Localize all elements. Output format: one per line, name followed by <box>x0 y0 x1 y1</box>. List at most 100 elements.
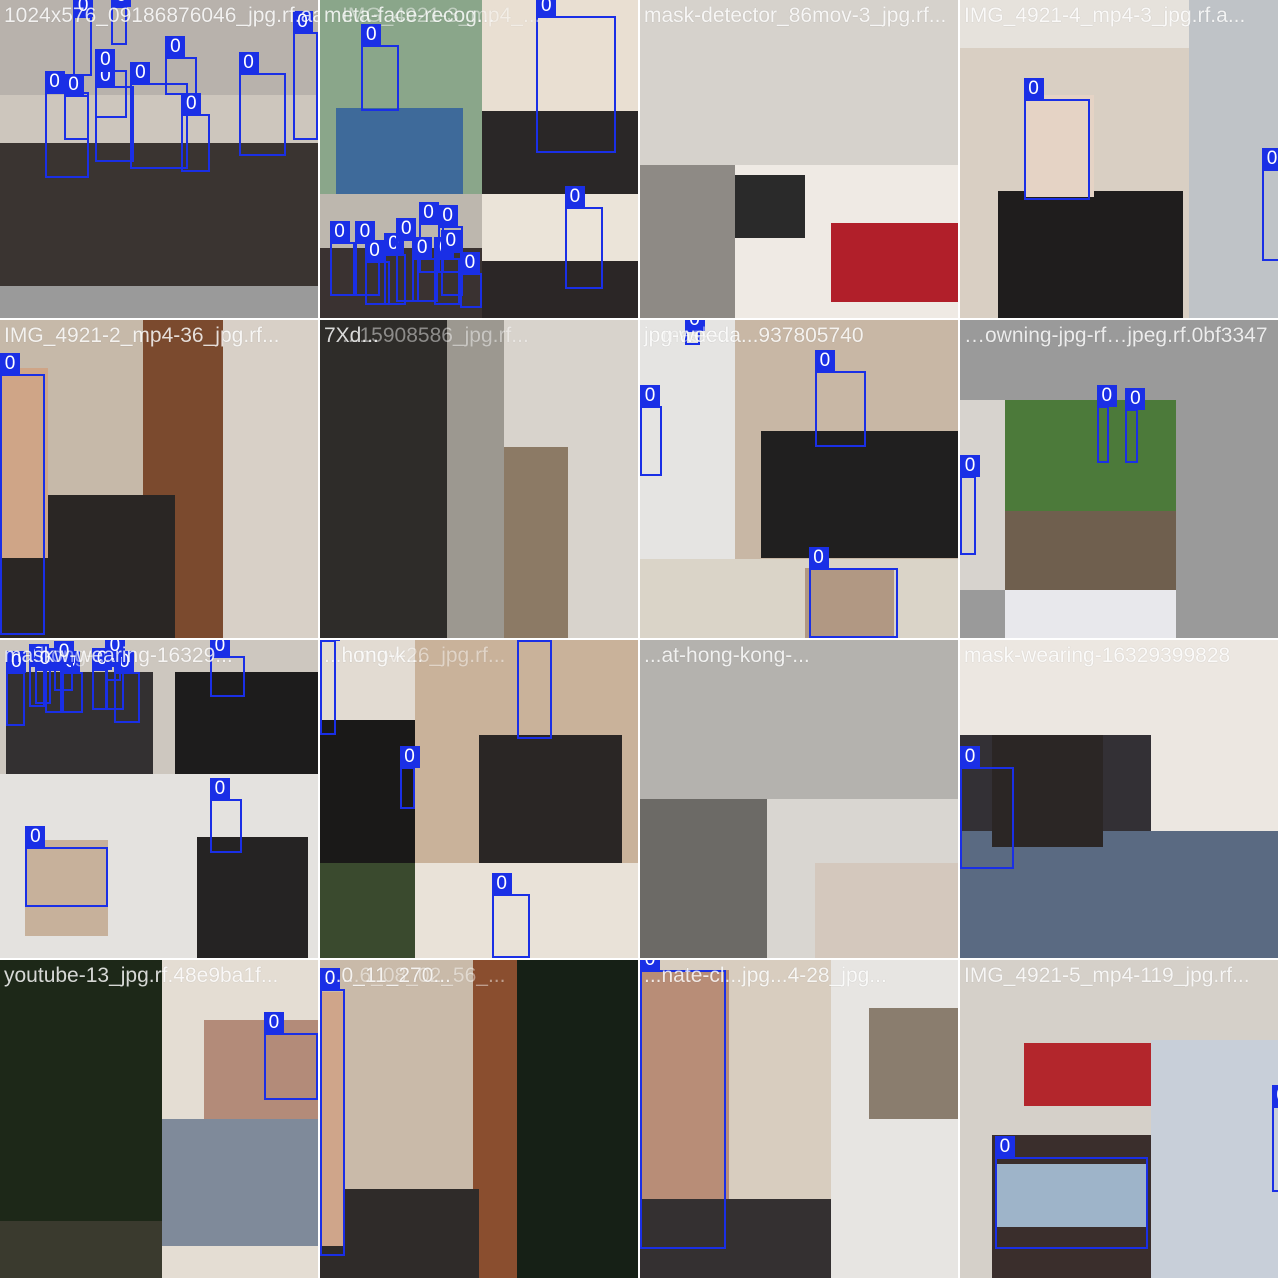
image-region <box>482 260 638 318</box>
class-id-tag: 0 <box>73 0 94 17</box>
image-region <box>320 1188 479 1278</box>
image-region <box>814 862 958 958</box>
image-region <box>0 286 318 318</box>
detection-box: 0 <box>329 220 355 296</box>
class-id-tag: 0 <box>34 647 55 670</box>
tile-filename-label: maskw-wearing-16329... <box>4 644 233 667</box>
class-id-tag: 0 <box>1262 147 1278 170</box>
class-id-tag: 0 <box>95 48 116 71</box>
detection-box: 0 <box>564 185 604 290</box>
detection-box: 0 <box>1023 77 1091 201</box>
detection-box: 0 <box>130 61 188 169</box>
detection-box: 0 <box>517 640 553 739</box>
detection-box: 0 <box>383 233 406 306</box>
image-region <box>640 640 958 799</box>
tile-filename-label: ...hong-k... <box>324 644 424 667</box>
class-id-tag: 0 <box>536 0 557 17</box>
image-region <box>1023 95 1094 198</box>
class-id-tag: 0 <box>1023 77 1044 100</box>
class-id-tag: 0 <box>263 1012 284 1035</box>
class-id-tag: 0 <box>361 23 382 46</box>
image-region <box>320 862 416 958</box>
tile-filename-label: mask-... <box>662 324 737 347</box>
image-region <box>1004 510 1177 591</box>
detection-box: 0 <box>396 217 419 303</box>
image-region <box>868 1007 958 1119</box>
tile-filename-label: ...15908586_jpg.rf... <box>342 324 529 347</box>
image-region <box>320 320 448 638</box>
tile-filename-label: ...hong-... <box>22 644 111 667</box>
detection-box: 0 <box>209 778 242 854</box>
class-id-tag: 0 <box>1271 1085 1278 1108</box>
tile-filename-label: 7Xd... <box>324 324 379 347</box>
class-id-tag: 0 <box>960 746 980 769</box>
image-region <box>0 1220 163 1278</box>
class-id-tag: 0 <box>54 641 75 664</box>
class-id-tag: 0 <box>165 36 186 59</box>
mosaic-tile: mask-detector_86mov-3_jpg.rf... <box>640 0 958 318</box>
class-id-tag: 0 <box>684 320 705 331</box>
class-id-tag: 0 <box>440 230 461 253</box>
detection-box: 0 <box>808 547 898 638</box>
detection-box: 0 <box>263 1012 318 1100</box>
class-id-tag: 0 <box>209 640 230 657</box>
class-id-tag: 0 <box>25 825 46 848</box>
detection-box: 0 <box>994 1136 1148 1250</box>
detection-box: 0 <box>104 640 125 682</box>
image-region <box>482 111 638 194</box>
image-region <box>640 1198 831 1278</box>
class-id-tag: 0 <box>640 384 660 407</box>
class-id-tag: 0 <box>181 93 202 116</box>
class-id-tag: 0 <box>459 252 480 275</box>
mosaic-tile: meta-face-recog... IMG_4921-3_mp4_... 0 0 0 0… <box>320 0 638 318</box>
image-region <box>1004 590 1177 638</box>
class-id-tag: 0 <box>209 778 230 800</box>
tile-filename-label: IMG_4921-3_mp4_... <box>342 4 541 27</box>
class-id-tag: 0 <box>320 640 340 641</box>
image-region <box>504 447 569 638</box>
detection-box: 0 <box>54 641 75 691</box>
mosaic-tile: ...0_11_270... ...6_08_02_56_... 0 <box>320 960 638 1278</box>
image-region <box>1150 1039 1278 1278</box>
tile-filename-label: …owning-jpg-rf…jpeg.rf.0bf3347 <box>964 324 1268 347</box>
tile-filename-label: youtube-13_jpg.rf.48e9ba1f... <box>4 964 279 987</box>
detection-box: 0 <box>320 640 340 736</box>
image-region <box>320 248 483 318</box>
mosaic-tile: ...at-hong-kong-... <box>640 640 958 958</box>
class-id-tag: 0 <box>1096 384 1117 407</box>
class-id-tag: 0 <box>111 0 132 8</box>
class-id-tag: 0 <box>994 1136 1015 1159</box>
class-id-tag: 0 <box>814 349 835 372</box>
image-region <box>830 222 958 303</box>
image-region <box>6 671 153 774</box>
class-id-tag: 0 <box>960 454 980 477</box>
detection-box: 0 <box>536 0 616 153</box>
detection-box: 0 <box>165 36 198 96</box>
image-region <box>174 671 318 774</box>
class-id-tag: 0 <box>130 61 151 84</box>
tile-filename-label: IMG_4921-2_mp4-36_jpg.rf... <box>4 324 280 347</box>
image-region <box>0 367 48 559</box>
class-id-tag: 0 <box>292 10 313 33</box>
class-id-tag: 0 <box>640 960 660 971</box>
image-region <box>162 1119 318 1247</box>
class-id-tag: 0 <box>418 201 439 224</box>
mosaic-tile: ...hong-k......mov-26_jpg.rf... 0 0 0 0 <box>320 640 638 958</box>
tile-filename-label: ...nate-cl...jpg...4-28_jpg... <box>644 964 887 987</box>
class-id-tag: 0 <box>1125 388 1146 411</box>
image-region <box>517 960 638 1278</box>
mosaic-tile: IMG_4921-5_mp4-119_jpg.rf... 0 0 <box>960 960 1278 1278</box>
tile-filename-label: IMG_4921-5_mp4-119_jpg.rf... <box>964 964 1250 987</box>
image-region <box>960 399 1005 591</box>
tile-filename-label: 1024x576_09186876046_jpg.rf.aac... <box>4 4 318 27</box>
tile-filename-label: ...0_11_270... <box>324 964 451 987</box>
image-region <box>415 862 638 958</box>
class-id-tag: 0 <box>412 236 433 259</box>
image-region <box>994 1163 1148 1228</box>
detection-box: 0 <box>1096 384 1117 464</box>
detection-box: 0 <box>640 384 663 476</box>
class-id-tag: 0 <box>320 967 340 990</box>
image-region <box>998 190 1183 318</box>
tile-filename-label: IMG_4921-4_mp4-3_jpg.rf.a... <box>964 4 1246 27</box>
